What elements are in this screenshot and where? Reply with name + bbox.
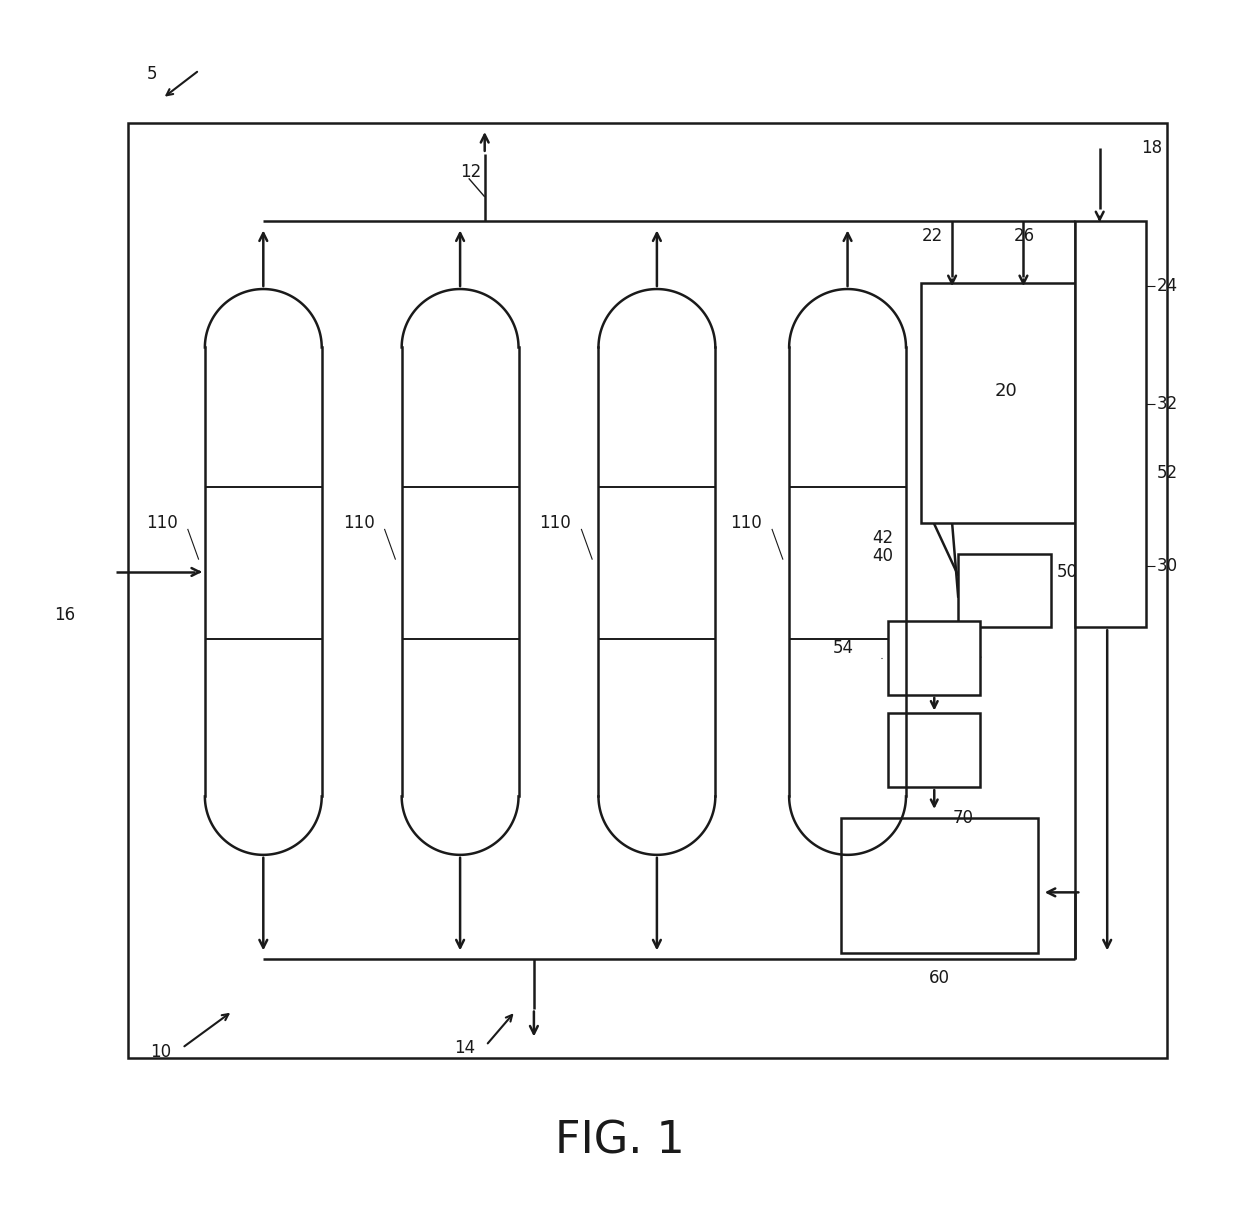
Polygon shape <box>599 289 715 348</box>
Text: 16: 16 <box>55 606 76 624</box>
Text: 50: 50 <box>1056 563 1078 581</box>
Polygon shape <box>789 289 906 348</box>
Text: 18: 18 <box>1142 139 1163 156</box>
Polygon shape <box>402 797 518 855</box>
Text: 10: 10 <box>150 1043 171 1060</box>
Text: 110: 110 <box>539 514 572 531</box>
Text: 110: 110 <box>146 514 177 531</box>
Text: 20: 20 <box>994 381 1017 400</box>
Text: 30: 30 <box>1156 557 1178 576</box>
Text: 32: 32 <box>1156 395 1178 413</box>
Bar <box>1075 221 1147 627</box>
Bar <box>959 554 1050 627</box>
Text: 12: 12 <box>460 164 481 181</box>
Text: 70: 70 <box>952 809 973 827</box>
Bar <box>599 348 715 797</box>
Text: 52: 52 <box>1156 464 1178 482</box>
Text: 60: 60 <box>929 969 950 986</box>
Bar <box>402 348 518 797</box>
Text: 5: 5 <box>146 65 157 82</box>
Bar <box>842 818 1038 953</box>
Bar <box>789 348 906 797</box>
Bar <box>888 621 981 695</box>
Bar <box>128 123 1167 1058</box>
Text: 14: 14 <box>454 1039 475 1057</box>
Polygon shape <box>789 797 906 855</box>
Text: 22: 22 <box>921 228 942 245</box>
Bar <box>921 283 1075 523</box>
Polygon shape <box>402 289 518 348</box>
Text: 110: 110 <box>342 514 374 531</box>
Polygon shape <box>205 797 321 855</box>
Polygon shape <box>599 797 715 855</box>
Text: FIG. 1: FIG. 1 <box>556 1121 684 1162</box>
Text: 54: 54 <box>833 640 854 657</box>
Text: 42: 42 <box>872 529 893 546</box>
Polygon shape <box>205 289 321 348</box>
Bar <box>888 713 981 787</box>
Text: 26: 26 <box>1013 228 1034 245</box>
Bar <box>205 348 321 797</box>
Text: 110: 110 <box>730 514 761 531</box>
Text: 24: 24 <box>1156 277 1178 295</box>
Text: 40: 40 <box>872 547 893 565</box>
